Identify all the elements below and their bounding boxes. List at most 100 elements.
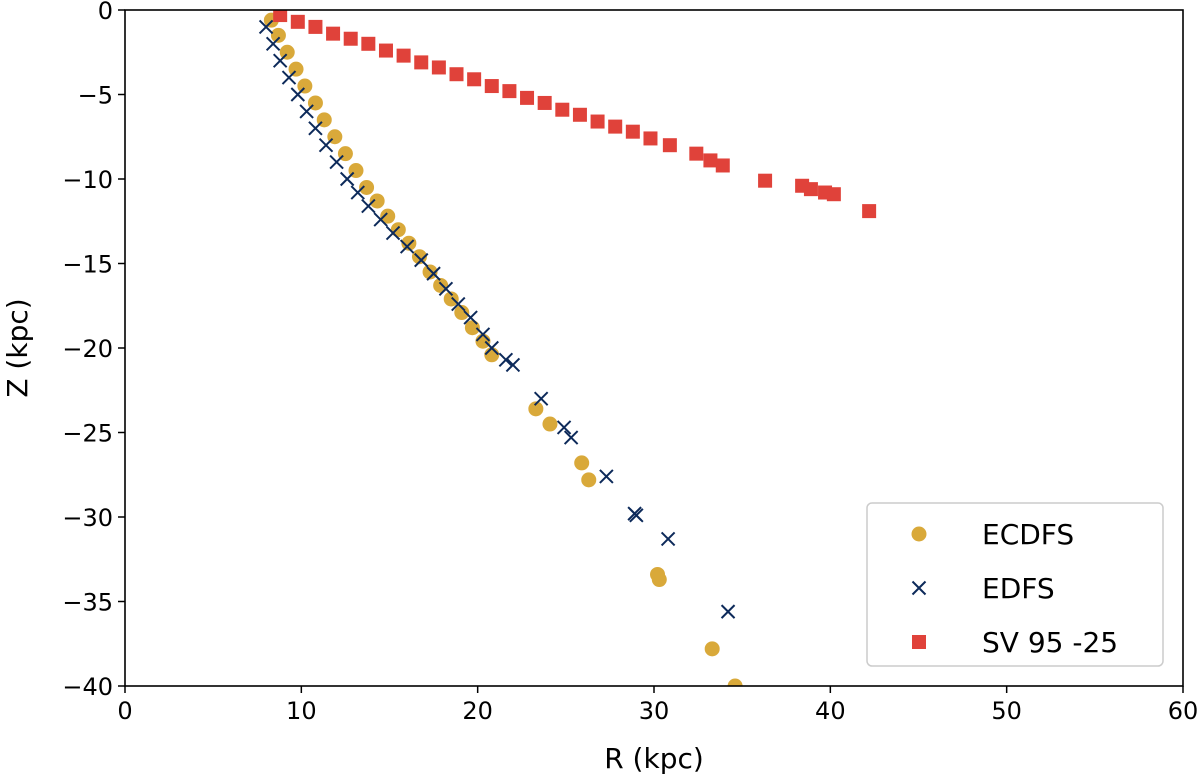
data-point [299, 104, 314, 119]
series-sv-95--25 [273, 10, 877, 219]
data-point [463, 310, 478, 325]
data-point [703, 153, 718, 168]
data-point [533, 391, 549, 406]
data-point [475, 327, 491, 342]
x-tick-label: 20 [462, 697, 493, 725]
data-point [715, 158, 730, 173]
y-tick-label: −35 [62, 589, 113, 617]
y-tick-label: −20 [62, 335, 113, 363]
series-edfs [258, 19, 736, 619]
y-tick-label: −10 [62, 166, 113, 194]
data-point [443, 291, 459, 307]
y-axis-label: Z (kpc) [1, 298, 34, 397]
x-axis-label: R (kpc) [604, 742, 704, 775]
data-point [329, 154, 344, 170]
data-point [359, 179, 375, 195]
data-point [475, 333, 491, 349]
data-point [581, 472, 597, 488]
legend-marker [912, 635, 926, 649]
data-point [390, 222, 406, 238]
data-point [689, 146, 704, 161]
data-point [414, 55, 429, 70]
data-point [803, 182, 818, 197]
data-point [625, 124, 640, 139]
data-point [520, 90, 535, 105]
data-point [542, 416, 558, 432]
data-point [272, 53, 288, 68]
data-point [414, 252, 429, 268]
data-point [385, 225, 401, 241]
data-point [467, 72, 482, 87]
data-point [484, 340, 499, 356]
data-point [528, 401, 544, 417]
x-tick-label: 10 [286, 697, 317, 725]
data-point [326, 26, 341, 41]
x-tick-label: 60 [1168, 697, 1199, 725]
data-point [350, 185, 365, 200]
data-point [758, 173, 773, 188]
data-point [290, 87, 306, 102]
data-point [265, 36, 281, 52]
data-point [399, 239, 415, 254]
data-point [555, 102, 570, 117]
series-ecdfs [263, 12, 743, 686]
data-point [574, 455, 590, 471]
data-point [308, 19, 323, 34]
legend-marker [911, 526, 927, 542]
data-point [704, 641, 720, 657]
data-point [662, 138, 677, 153]
y-tick-label: 0 [98, 0, 113, 25]
data-point [484, 347, 500, 363]
data-point [258, 19, 274, 35]
data-point [563, 430, 579, 445]
data-point [318, 137, 334, 153]
data-point [411, 249, 427, 265]
data-point [422, 264, 438, 280]
data-point [720, 604, 736, 619]
data-point [537, 95, 552, 110]
data-point [396, 48, 411, 63]
data-point [643, 131, 658, 146]
x-tick-label: 0 [117, 697, 132, 725]
data-point [281, 70, 297, 85]
legend-label: SV 95 -25 [982, 626, 1118, 659]
x-tick-label: 50 [991, 697, 1022, 725]
data-point [629, 508, 644, 523]
data-point [343, 31, 358, 46]
data-point [660, 531, 676, 547]
data-point [599, 469, 614, 484]
plot-marks [258, 10, 877, 686]
data-point [369, 193, 385, 209]
data-point [651, 572, 667, 588]
data-point [484, 79, 499, 94]
data-point [727, 678, 743, 686]
legend-label: EDFS [982, 572, 1055, 605]
y-tick-label: −40 [62, 673, 113, 701]
data-point [608, 119, 623, 134]
data-point [498, 352, 514, 368]
data-point [270, 27, 286, 43]
x-tick-label: 30 [639, 697, 670, 725]
data-point [426, 266, 441, 281]
data-point [862, 204, 877, 219]
axis-ticks: 0 10 20 30 40 50 60 0 −5 −10 −15 −20 −25 −30 −35 −40 [62, 0, 1198, 725]
y-tick-label: −25 [62, 420, 113, 448]
legend-label: ECDFS [982, 518, 1074, 551]
legend-box [866, 502, 1164, 667]
data-point [373, 212, 388, 227]
data-point [590, 114, 605, 129]
data-point [361, 36, 376, 51]
data-point [378, 43, 393, 58]
data-point [290, 14, 305, 29]
data-point [380, 208, 396, 224]
data-point [572, 107, 587, 122]
data-point [273, 10, 288, 23]
data-point [449, 67, 464, 82]
data-point [401, 235, 417, 251]
y-tick-label: −5 [78, 82, 113, 110]
data-point [438, 281, 454, 297]
data-point [308, 121, 323, 136]
data-point [826, 187, 841, 202]
data-point [454, 305, 470, 321]
